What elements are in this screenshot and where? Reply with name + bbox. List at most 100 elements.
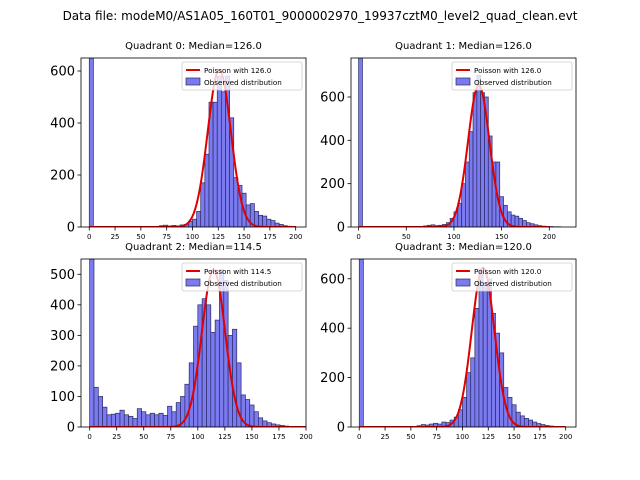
y-tick-label: 600 — [50, 65, 75, 80]
chart-title: Quadrant 3: Median=120.0 — [395, 242, 532, 253]
x-tick-label: 125 — [218, 433, 231, 441]
poisson-curve — [358, 84, 550, 227]
chart-panel-2: Quadrant 2: Median=114.5 0 25 50 75 100 125 150… — [50, 242, 313, 441]
histogram-bar — [466, 372, 472, 427]
y-tick-label: 400 — [50, 117, 75, 132]
histogram-bar — [212, 101, 218, 227]
histogram-bar — [470, 357, 476, 427]
y-tick-label: 0 — [337, 221, 345, 236]
x-tick-label: 175 — [533, 433, 546, 441]
y-tick-label: 200 — [320, 177, 345, 192]
histogram-bar — [93, 386, 99, 427]
x-tick-label: 0 — [87, 433, 91, 441]
histogram-bar — [258, 214, 263, 227]
legend: Poisson with 114.5 Observed distribution — [181, 262, 303, 292]
x-tick-label: 100 — [456, 433, 469, 441]
x-tick-label: 75 — [162, 233, 171, 241]
chart-panel-0: Quadrant 0: Median=126.0 0 25 50 75 100 125 150… — [50, 41, 307, 241]
histogram-bar — [480, 92, 485, 227]
chart-title: Quadrant 1: Median=126.0 — [395, 41, 532, 52]
x-tick-label: 50 — [139, 433, 148, 441]
histogram-bar — [206, 304, 212, 427]
x-tick-label: 75 — [432, 433, 441, 441]
x-tick-label: 0 — [356, 233, 360, 241]
histogram-bar — [162, 415, 168, 427]
histogram-bar — [115, 412, 121, 427]
x-tick-label: 100 — [447, 233, 460, 241]
axes-frame — [80, 57, 307, 228]
x-tick-label: 200 — [559, 433, 572, 441]
x-tick-label: 150 — [495, 233, 508, 241]
x-tick-label: 25 — [381, 433, 390, 441]
histogram-bar — [200, 182, 206, 227]
histogram-bar — [465, 161, 470, 227]
histogram-bar — [154, 414, 160, 427]
histogram-bar — [171, 411, 177, 427]
y-tick-label: 0 — [337, 421, 345, 436]
y-tick-label: 600 — [320, 272, 345, 287]
histogram-bar — [192, 218, 197, 227]
x-tick-label: 100 — [186, 233, 199, 241]
y-tick-label: 500 — [50, 268, 75, 283]
y-tick-label: 0 — [67, 221, 75, 236]
legend-observed-label: Observed distribution — [474, 279, 552, 288]
histogram-bar — [210, 331, 216, 427]
histogram-bar — [128, 415, 134, 427]
histogram-bar — [102, 406, 108, 427]
axes-frame — [350, 57, 577, 228]
poisson-curve — [89, 68, 296, 227]
x-tick-label: 125 — [212, 233, 225, 241]
chart-title: Quadrant 0: Median=126.0 — [125, 41, 262, 52]
x-tick-label: 175 — [263, 233, 276, 241]
histogram-bar — [88, 58, 94, 227]
histogram-bar — [221, 91, 226, 227]
x-tick-label: 0 — [87, 233, 91, 241]
legend-observed-label: Observed distribution — [474, 78, 552, 87]
histogram-bar — [232, 328, 238, 427]
histogram-bar — [167, 405, 173, 427]
legend-observed-swatch — [185, 77, 201, 86]
histogram-bar — [136, 408, 142, 427]
histogram-bar — [149, 412, 155, 427]
x-tick-label: 50 — [136, 233, 145, 241]
legend-poisson-label: Poisson with 120.0 — [474, 267, 542, 276]
chart-title: Quadrant 2: Median=114.5 — [125, 242, 262, 253]
histogram-bar — [524, 418, 529, 427]
legend-poisson-label: Poisson with 114.5 — [204, 267, 271, 276]
histogram-bar — [476, 74, 482, 227]
histogram-bar — [204, 153, 210, 227]
legend-poisson-label: Poisson with 126.0 — [474, 66, 542, 75]
legend: Poisson with 126.0 Observed distribution — [451, 61, 573, 91]
x-tick-label: 25 — [111, 233, 120, 241]
y-tick-label: 400 — [320, 134, 345, 149]
y-tick-label: 300 — [50, 329, 75, 344]
legend-box — [181, 61, 303, 91]
histogram-bar — [141, 411, 147, 427]
histogram-bar — [89, 259, 95, 427]
x-tick-label: 200 — [289, 233, 302, 241]
legend-observed-swatch — [185, 278, 201, 287]
y-tick-label: 400 — [320, 322, 345, 337]
x-tick-label: 150 — [507, 433, 520, 441]
x-tick-label: 0 — [357, 433, 361, 441]
y-tick-label: 200 — [320, 371, 345, 386]
x-tick-label: 175 — [272, 433, 285, 441]
histogram-bar — [184, 383, 190, 427]
axes-frame — [350, 258, 577, 428]
histogram-bar — [519, 415, 525, 427]
chart-panel-1: Quadrant 1: Median=126.0 0 50 100 150 200 0 200… — [320, 41, 577, 241]
y-tick-label: 600 — [320, 91, 345, 106]
x-tick-label: 200 — [543, 233, 556, 241]
histogram-bar — [214, 319, 220, 427]
histogram-bar — [216, 75, 222, 227]
histogram-bar — [145, 414, 151, 427]
histogram-bar — [478, 268, 484, 427]
histogram-bar — [175, 402, 181, 427]
legend-observed-label: Observed distribution — [204, 78, 282, 87]
histogram-bar — [358, 259, 364, 427]
y-tick-label: 200 — [50, 169, 75, 184]
chart-panel-3: Quadrant 3: Median=120.0 0 25 50 75 100 125 150… — [320, 242, 577, 441]
histogram-bar — [514, 215, 520, 227]
legend: Poisson with 120.0 Observed distribution — [451, 262, 573, 292]
x-tick-label: 150 — [237, 233, 250, 241]
